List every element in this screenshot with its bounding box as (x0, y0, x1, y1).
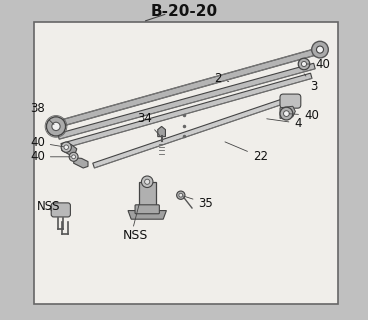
Text: NSS: NSS (37, 200, 60, 213)
Circle shape (69, 152, 78, 161)
Circle shape (298, 58, 310, 70)
Text: 34: 34 (137, 112, 160, 136)
Text: 38: 38 (30, 102, 54, 124)
Circle shape (177, 191, 185, 199)
Text: NSS: NSS (123, 229, 149, 242)
Text: 40: 40 (30, 136, 64, 149)
Polygon shape (61, 73, 312, 149)
Polygon shape (54, 48, 318, 128)
Polygon shape (74, 158, 88, 168)
Text: 2: 2 (215, 72, 229, 85)
Text: 35: 35 (183, 196, 213, 210)
Circle shape (64, 145, 68, 149)
Circle shape (179, 193, 183, 197)
Circle shape (316, 46, 323, 53)
Text: 3: 3 (304, 74, 318, 93)
FancyBboxPatch shape (280, 94, 301, 108)
Text: 40: 40 (30, 150, 71, 163)
Polygon shape (62, 145, 77, 155)
Circle shape (52, 122, 60, 131)
Polygon shape (93, 96, 293, 168)
Text: 4: 4 (267, 117, 302, 130)
FancyBboxPatch shape (139, 182, 156, 207)
Text: B-20-20: B-20-20 (151, 4, 217, 19)
Circle shape (72, 155, 75, 159)
Polygon shape (128, 211, 166, 219)
Circle shape (61, 142, 71, 152)
Polygon shape (58, 63, 315, 139)
Circle shape (283, 111, 289, 116)
Circle shape (301, 61, 307, 67)
Polygon shape (280, 106, 296, 118)
Circle shape (145, 179, 150, 184)
FancyBboxPatch shape (33, 22, 337, 304)
Circle shape (312, 41, 328, 58)
Circle shape (141, 176, 153, 188)
Text: 40: 40 (289, 109, 319, 122)
FancyBboxPatch shape (51, 203, 70, 217)
FancyBboxPatch shape (135, 205, 159, 214)
Polygon shape (158, 126, 166, 137)
Circle shape (280, 107, 293, 120)
Text: 22: 22 (225, 142, 268, 163)
Text: 40: 40 (307, 58, 330, 70)
Circle shape (46, 117, 66, 136)
